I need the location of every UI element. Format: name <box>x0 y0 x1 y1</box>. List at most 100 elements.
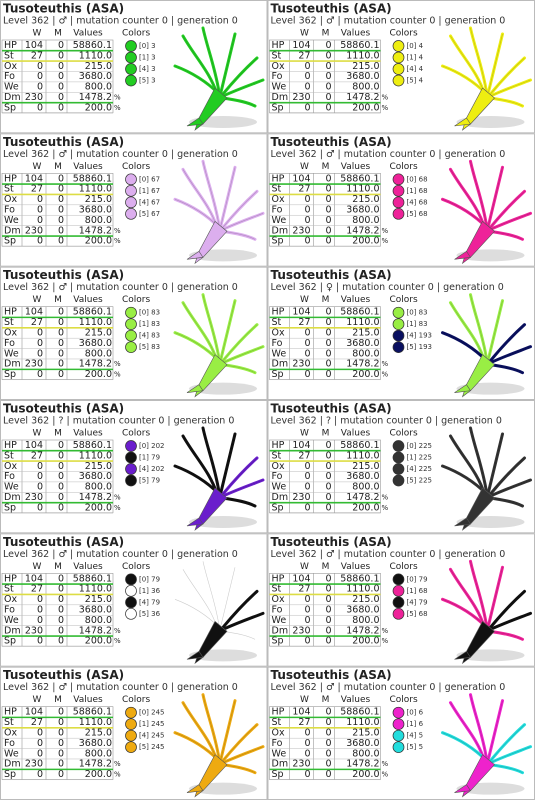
column-header: W <box>33 295 42 305</box>
column-header: Colors <box>122 695 150 705</box>
stat-cell: 0 <box>58 173 64 184</box>
color-swatch <box>392 341 405 354</box>
tentacle-outline <box>490 346 531 363</box>
stat-cell: 0 <box>37 748 43 759</box>
color-label: [1] 36 <box>139 587 161 595</box>
color-swatch <box>125 451 137 464</box>
stat-cell: 800.0 <box>352 348 379 359</box>
card: Tusoteuthis (ASA)Level 362 | ? | mutatio… <box>0 400 268 534</box>
tentacle-outline <box>470 161 487 226</box>
creature-fin <box>454 117 472 127</box>
column-header: M <box>54 29 62 39</box>
stat-cell: 0 <box>37 194 43 205</box>
stat-cell: 0 <box>37 338 43 349</box>
stat-cell: St <box>4 184 14 195</box>
tentacle <box>201 559 221 627</box>
card: Tusoteuthis (ASA)Level 362 | ♂ | mutatio… <box>267 133 535 267</box>
stat-cell: 0 <box>58 92 64 103</box>
card: Tusoteuthis (ASA)Level 362 | ♂ | mutatio… <box>0 133 268 267</box>
stat-cell: 215.0 <box>352 727 379 738</box>
stat-unit: % <box>382 371 389 379</box>
tentacle <box>469 293 488 361</box>
stat-cell: 0 <box>325 605 331 616</box>
stat-cell: 0 <box>58 769 64 780</box>
stat-cell: We <box>4 348 19 359</box>
column-header: W <box>300 562 309 572</box>
stat-cell: We <box>272 215 287 226</box>
stat-cell: 230 <box>25 92 43 103</box>
stat-cell: 104 <box>25 173 43 184</box>
stat-cell: 0 <box>304 102 310 113</box>
stat-cell: 1478.2 <box>79 92 112 103</box>
stat-cell: 0 <box>325 236 331 247</box>
tentacle-outline <box>222 57 258 95</box>
creature-fin <box>186 117 204 127</box>
creature-mantle <box>194 487 228 531</box>
color-label: [5] 36 <box>139 610 161 618</box>
stat-cell: St <box>272 317 282 328</box>
color-label: [5] 245 <box>139 743 165 751</box>
stat-cell: 0 <box>325 461 331 472</box>
color-swatch <box>125 440 137 452</box>
stat-cell: 230 <box>25 225 43 236</box>
stat-cell: 3680.0 <box>79 205 112 216</box>
stat-cell: Sp <box>272 502 284 513</box>
stat-cell: 0 <box>37 215 43 226</box>
stat-cell: 0 <box>304 471 310 482</box>
stat-cell: 0 <box>58 71 64 82</box>
color-label: [5] 4 <box>407 77 424 85</box>
stat-cell: 0 <box>37 594 43 605</box>
stat-unit: % <box>382 237 389 245</box>
column-header: W <box>300 429 309 439</box>
stat-cell: 0 <box>304 769 310 780</box>
stat-cell: St <box>272 50 282 61</box>
stat-cell: 3680.0 <box>346 471 379 482</box>
stat-cell: 0 <box>58 461 64 472</box>
stat-cell: Dm <box>272 225 289 236</box>
creature-fin <box>186 384 204 393</box>
creature-mantle <box>194 354 228 398</box>
tentacle-outline <box>202 427 220 493</box>
color-label: [5] 225 <box>407 477 433 485</box>
stat-cell: Ox <box>4 461 17 472</box>
tentacle <box>489 589 526 629</box>
stat-cell: 0 <box>58 615 64 626</box>
column-header: M <box>322 562 330 572</box>
stat-cell: 0 <box>37 482 43 493</box>
stat-cell: Dm <box>4 625 21 636</box>
color-swatch <box>125 184 137 197</box>
stat-cell: Ox <box>272 461 285 472</box>
color-label: [0] 245 <box>139 709 165 717</box>
tentacle-outline <box>488 167 503 226</box>
stat-cell: We <box>272 615 287 626</box>
stat-cell: 0 <box>37 605 43 616</box>
color-label: [4] 193 <box>407 332 433 340</box>
color-swatch <box>125 474 137 487</box>
creature-image <box>173 426 265 531</box>
stat-cell: 0 <box>37 369 43 380</box>
card-subtitle: Level 362 | ♂ | mutation counter 0 | gen… <box>271 549 506 560</box>
tentacle <box>487 565 504 627</box>
column-header: Colors <box>122 295 150 305</box>
stat-cell: 800.0 <box>85 482 112 493</box>
stat-unit: % <box>114 227 121 235</box>
tentacle-outline <box>490 746 531 763</box>
tentacle <box>219 432 237 494</box>
tentacle-outline <box>222 346 264 363</box>
color-label: [4] 67 <box>139 198 160 206</box>
color-label: [1] 68 <box>407 187 428 195</box>
creature-image <box>173 293 265 398</box>
stat-cell: Sp <box>272 369 284 380</box>
column-header: Colors <box>390 295 418 305</box>
stat-cell: Fo <box>272 738 283 749</box>
stat-cell: 0 <box>58 482 64 493</box>
stat-cell: 104 <box>292 40 310 51</box>
stat-cell: 104 <box>292 307 310 318</box>
stats-frame <box>1 306 114 380</box>
stat-cell: 0 <box>325 61 331 72</box>
stat-cell: Ox <box>272 594 285 605</box>
tentacle-outline <box>470 694 487 759</box>
column-header: W <box>300 695 309 705</box>
column-header: W <box>300 29 309 39</box>
